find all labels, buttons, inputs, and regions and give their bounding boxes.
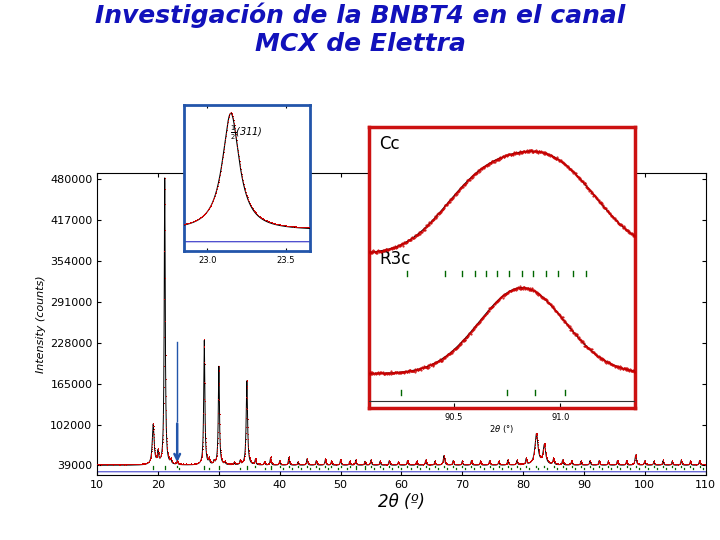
X-axis label: 2$\theta$ (°): 2$\theta$ (°) [490, 423, 514, 435]
X-axis label: 2θ (º): 2θ (º) [378, 493, 425, 511]
Text: $\frac{1}{2}$(311): $\frac{1}{2}$(311) [230, 124, 263, 143]
Text: Cc: Cc [379, 136, 400, 153]
Text: R3c: R3c [379, 251, 410, 268]
Y-axis label: Intensity (counts): Intensity (counts) [36, 275, 46, 373]
Text: Investigación de la BNBT4 en el canal
MCX de Elettra: Investigación de la BNBT4 en el canal MC… [95, 3, 625, 56]
